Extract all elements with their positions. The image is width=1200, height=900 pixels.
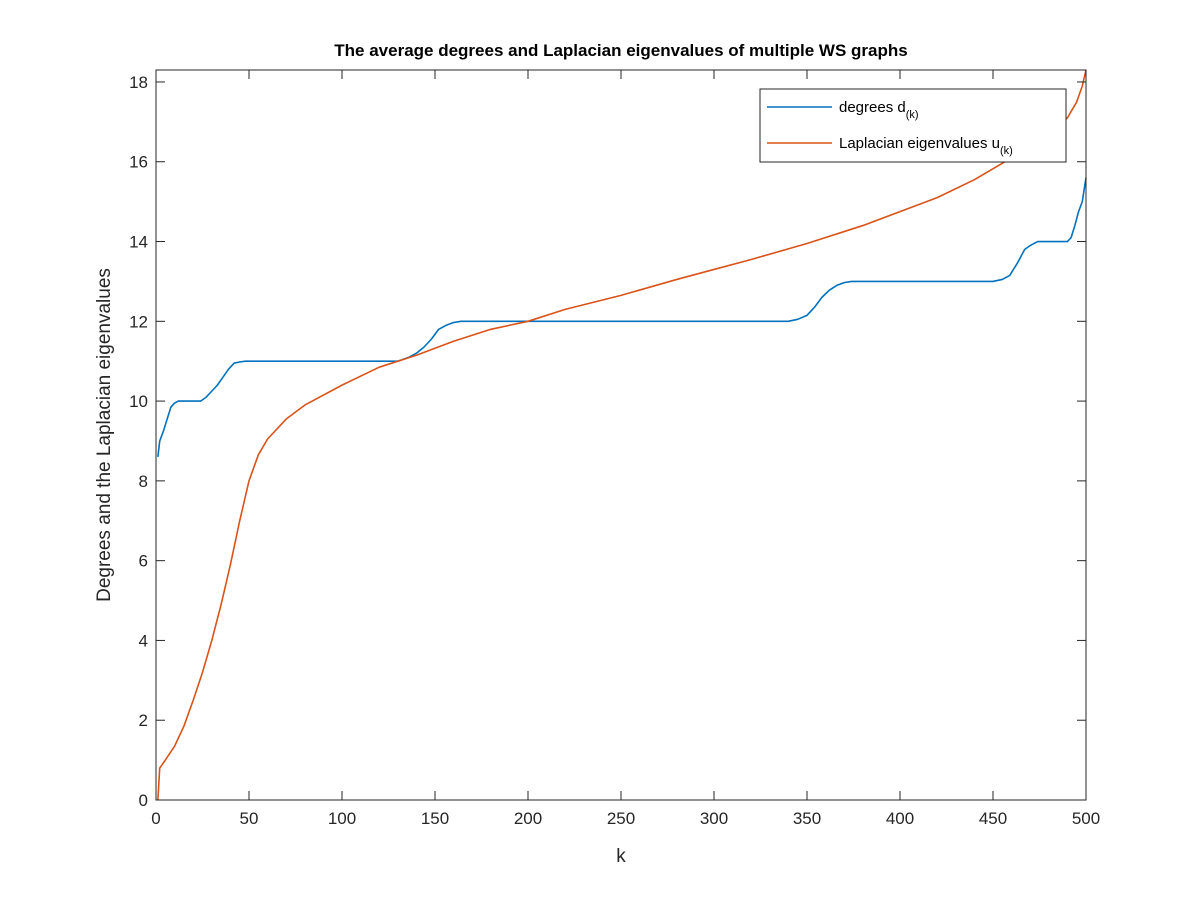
y-tick-label: 4 (139, 631, 148, 650)
x-tick-label: 200 (514, 809, 542, 828)
y-tick-label: 14 (129, 233, 148, 252)
y-tick-label: 10 (129, 392, 148, 411)
y-tick-label: 6 (139, 552, 148, 571)
x-tick-label: 500 (1072, 809, 1100, 828)
legend-subscript-degrees: (k) (906, 109, 919, 121)
x-tick-label: 100 (328, 809, 356, 828)
x-tick-label: 350 (793, 809, 821, 828)
x-tick-label: 400 (886, 809, 914, 828)
y-tick-label: 12 (129, 312, 148, 331)
legend-label-eigenvalues: Laplacian eigenvalues u (839, 135, 1000, 152)
y-tick-label: 0 (139, 791, 148, 810)
x-axis-label: k (616, 846, 626, 867)
x-tick-label: 50 (240, 809, 259, 828)
x-tick-label: 450 (979, 809, 1007, 828)
x-tick-label: 250 (607, 809, 635, 828)
series-line-0 (157, 177, 1087, 458)
axes-layer: 0 50 100 150 200 250 300 350 400 450 500 0 2 4 6 8 10 12 1… (129, 69, 1100, 828)
legend-box (759, 88, 1067, 163)
x-tick-label: 150 (421, 809, 449, 828)
legend-subscript-eigenvalues: (k) (1000, 145, 1013, 157)
y-tick-label: 2 (139, 711, 148, 730)
plot-area (156, 70, 1086, 800)
series-line-1 (157, 69, 1087, 801)
legend-label-degrees: degrees d (839, 99, 906, 116)
x-tick-label: 0 (151, 809, 160, 828)
x-tick-label: 300 (700, 809, 728, 828)
legend-entry-eigenvalues: Laplacian eigenvalues u(k) (839, 135, 1013, 157)
chart-title: The average degrees and Laplacian eigenv… (334, 41, 907, 60)
legend: degrees d(k) Laplacian eigenvalues u(k) (759, 88, 1067, 163)
legend-entry-degrees: degrees d(k) (839, 99, 919, 121)
y-tick-label: 16 (129, 153, 148, 172)
series-layer (157, 69, 1087, 801)
y-tick-label: 8 (139, 472, 148, 491)
y-tick-label: 18 (129, 73, 148, 92)
y-axis-label: Degrees and the Laplacian eigenvalues (94, 268, 115, 602)
